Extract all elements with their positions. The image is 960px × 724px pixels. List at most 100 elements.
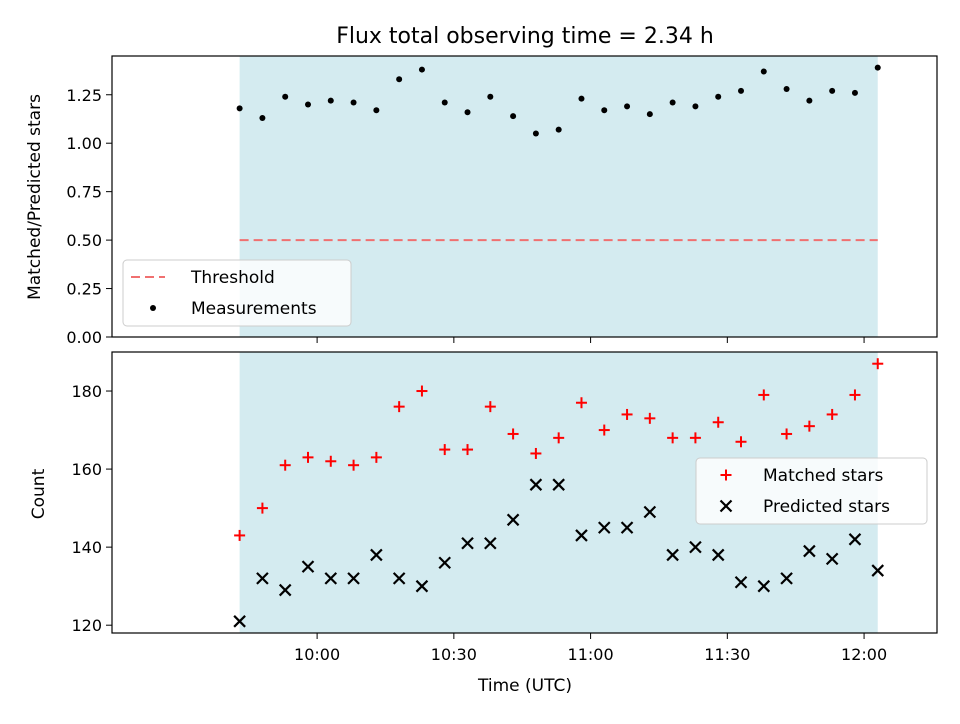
predicted-star-point [461, 536, 474, 550]
predicted-star-point [825, 552, 839, 566]
predicted-star-point [552, 478, 565, 491]
top-legend-box [122, 259, 352, 327]
measurement-point [874, 64, 881, 71]
bottom-xtick-label: 11:30 [704, 645, 750, 664]
matched-star-point [325, 455, 337, 467]
measurement-point [669, 99, 676, 106]
legend-predicted-swatch [719, 499, 733, 513]
matched-star-point [302, 451, 314, 463]
bottom-ytick-label: 140 [71, 538, 102, 557]
legend-predicted-label: Predicted stars [763, 497, 890, 517]
matched-star-point [370, 451, 382, 463]
predicted-star-point [301, 560, 315, 573]
bottom-xlabel: Time (UTC) [477, 676, 572, 696]
measurement-point [692, 103, 699, 110]
matched-star-point [234, 529, 246, 541]
legend-measurements-swatch [150, 305, 156, 311]
matched-star-point [553, 432, 565, 444]
measurement-point [373, 107, 380, 114]
predicted-star-point [438, 556, 452, 570]
predicted-star-point [506, 513, 520, 527]
top-axes-frame [111, 55, 938, 338]
matched-star-point [279, 459, 291, 471]
measurement-point [350, 99, 357, 106]
measurement-point [487, 93, 494, 100]
bottom-ytick-label: 160 [71, 460, 102, 479]
matched-star-point [712, 416, 724, 428]
measurement-point [715, 93, 722, 100]
chart-title: Flux total observing time = 2.34 h [336, 24, 714, 49]
predicted-star-point [324, 572, 338, 585]
predicted-star-point [780, 572, 793, 585]
bottom-xtick-label: 10:30 [431, 645, 477, 664]
predicted-star-point [484, 536, 497, 550]
predicted-star-point [233, 615, 246, 628]
measurement-point [829, 87, 836, 94]
predicted-star-point [278, 583, 292, 597]
top-ytick-label: 1.25 [66, 86, 102, 105]
measurement-point [464, 109, 471, 116]
predicted-star-point [575, 529, 588, 542]
matched-star-point [393, 401, 405, 413]
matched-star-point [689, 432, 701, 444]
measurement-point [760, 68, 767, 75]
matched-star-point [530, 447, 542, 459]
measurement-point [282, 93, 289, 100]
predicted-star-point [597, 521, 611, 534]
matched-star-point [507, 428, 519, 440]
bottom-ytick-label: 120 [71, 616, 102, 635]
matched-star-point [872, 358, 884, 370]
measurement-point [236, 105, 243, 112]
matched-star-point [758, 389, 770, 401]
predicted-star-point [415, 579, 429, 593]
predicted-star-point [347, 572, 360, 585]
matched-star-point [575, 397, 587, 409]
measurement-point [304, 101, 311, 108]
predicted-star-point [529, 478, 543, 491]
measurement-point [601, 107, 608, 114]
predicted-star-point [689, 540, 702, 554]
bottom-xtick-label: 12:00 [841, 645, 887, 664]
bottom-legend-box [695, 457, 928, 525]
measurement-point [851, 89, 858, 96]
top-ylabel: Matched/Predicted stars [25, 94, 45, 300]
measurement-point [555, 126, 562, 133]
matched-star-point [598, 424, 610, 436]
matched-star-point [826, 408, 838, 420]
legend-threshold-label: Threshold [190, 268, 275, 288]
predicted-star-point [666, 548, 679, 562]
matched-star-point [416, 385, 428, 397]
bottom-ytick-label: 180 [71, 382, 102, 401]
matched-star-point [348, 459, 360, 471]
predicted-star-point [803, 544, 816, 558]
measurement-point [418, 66, 425, 73]
measurement-point [441, 99, 448, 106]
matched-star-point [667, 432, 679, 444]
bottom-ylabel: Count [29, 468, 49, 519]
top-ytick-label: 0.75 [66, 183, 102, 202]
measurement-point [578, 95, 585, 102]
matched-star-point [644, 412, 656, 424]
measurement-point [396, 76, 403, 83]
legend-matched-label: Matched stars [763, 466, 883, 486]
top-ytick-label: 0.25 [66, 280, 102, 299]
bottom-xtick-label: 11:00 [568, 645, 614, 664]
measurement-point [806, 97, 813, 104]
measurement-point [738, 87, 745, 94]
top-ytick-label: 1.00 [66, 134, 102, 153]
measurement-point [624, 103, 631, 110]
matched-star-point [781, 428, 793, 440]
predicted-star-point [256, 572, 269, 585]
matched-star-point [803, 420, 815, 432]
matched-star-point [484, 401, 496, 413]
predicted-star-point [871, 564, 885, 577]
measurement-point [510, 113, 517, 120]
matched-star-point [849, 389, 861, 401]
bottom-xtick-label: 10:00 [294, 645, 340, 664]
top-ytick-label: 0.00 [66, 328, 102, 347]
bottom-axes-frame [111, 351, 938, 634]
matched-star-point [735, 436, 747, 448]
measurement-point [532, 130, 539, 137]
predicted-star-point [757, 579, 771, 593]
measurement-point [259, 115, 266, 122]
